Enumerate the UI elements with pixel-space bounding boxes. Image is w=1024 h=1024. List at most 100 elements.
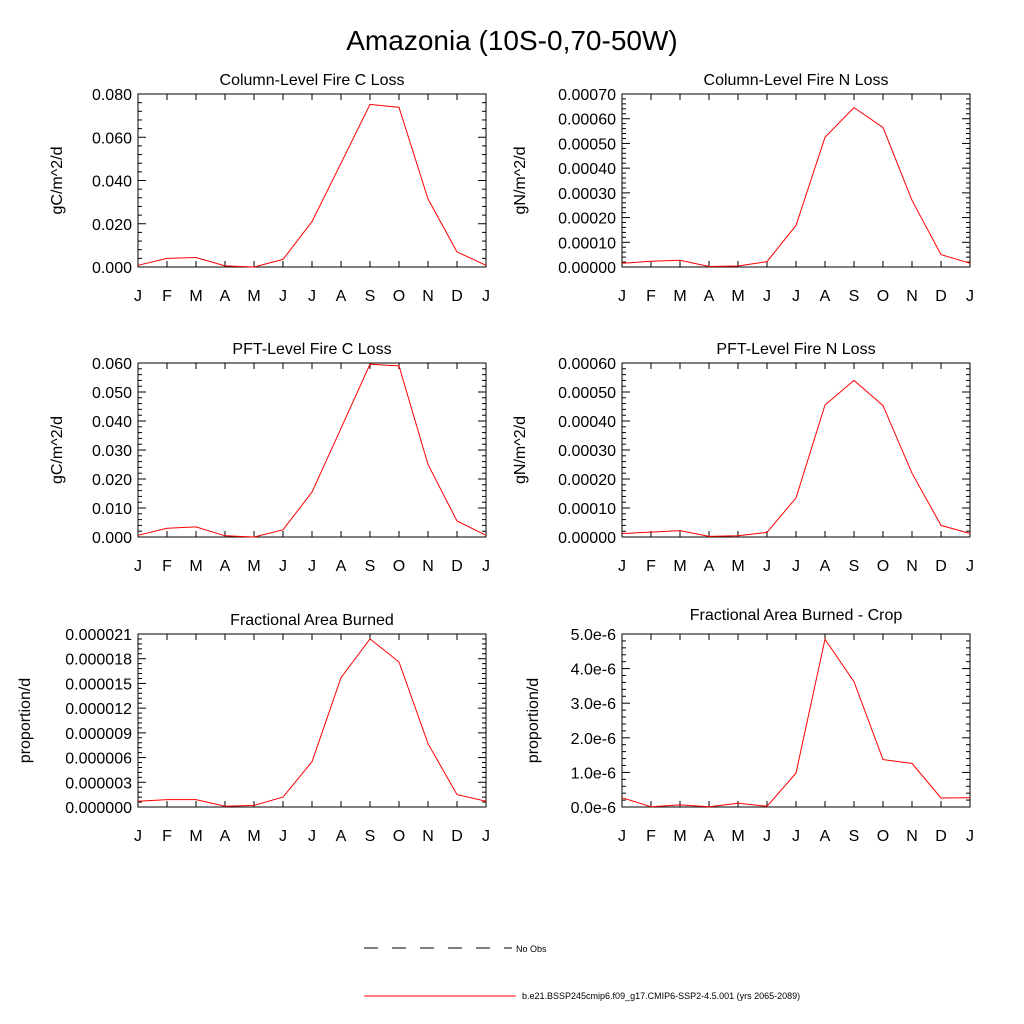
x-tick-label: M bbox=[247, 288, 260, 305]
y-tick-label: 0.00060 bbox=[558, 112, 616, 129]
y-tick-label: 0.00040 bbox=[558, 414, 616, 431]
x-tick-label: A bbox=[220, 828, 231, 845]
x-tick-label: J bbox=[482, 288, 490, 305]
y-tick-label: 0.00020 bbox=[558, 472, 616, 489]
series-line-1 bbox=[621, 379, 971, 537]
y-axis-label: proportion/d bbox=[525, 678, 542, 763]
y-axis-label: gN/m^2/d bbox=[512, 416, 529, 484]
x-tick-label: N bbox=[422, 828, 434, 845]
y-tick-label: 0.040 bbox=[92, 174, 132, 191]
panel-title: Column-Level Fire C Loss bbox=[220, 72, 405, 89]
y-tick-label: 0.00000 bbox=[558, 530, 616, 547]
x-tick-label: F bbox=[162, 558, 172, 575]
x-tick-label: D bbox=[451, 828, 463, 845]
plot-frame bbox=[621, 362, 971, 538]
x-tick-label: F bbox=[162, 288, 172, 305]
x-tick-label: O bbox=[877, 288, 889, 305]
y-tick-label: 0.000012 bbox=[65, 701, 132, 718]
x-tick-label: J bbox=[966, 558, 974, 575]
x-tick-label: S bbox=[365, 288, 376, 305]
plot-frame bbox=[621, 93, 971, 268]
x-tick-label: J bbox=[134, 828, 142, 845]
y-tick-label: 0.020 bbox=[92, 472, 132, 489]
y-tick-label: 0.00070 bbox=[558, 87, 616, 104]
y-axis-label: proportion/d bbox=[17, 678, 34, 763]
x-tick-label: A bbox=[336, 828, 347, 845]
x-tick-label: M bbox=[247, 828, 260, 845]
y-tick-label: 0.060 bbox=[92, 356, 132, 373]
y-axis-label: gN/m^2/d bbox=[512, 147, 529, 215]
x-tick-label: O bbox=[393, 558, 405, 575]
x-tick-label: S bbox=[849, 828, 860, 845]
x-tick-label: J bbox=[482, 828, 490, 845]
x-tick-label: J bbox=[279, 288, 287, 305]
x-tick-label: S bbox=[365, 828, 376, 845]
panel-title: PFT-Level Fire N Loss bbox=[716, 341, 875, 358]
plot-frame bbox=[621, 633, 971, 808]
x-tick-label: N bbox=[422, 558, 434, 575]
y-tick-label: 0.00050 bbox=[558, 136, 616, 153]
legend-model-label: b.e21.BSSP245cmip6.f09_g17.CMIP6-SSP2-4.… bbox=[522, 991, 800, 1001]
x-tick-label: M bbox=[189, 558, 202, 575]
legend: No Obs b.e21.BSSP245cmip6.f09_g17.CMIP6-… bbox=[364, 944, 800, 1001]
series-line-1 bbox=[137, 638, 487, 807]
y-tick-label: 0.0e-6 bbox=[571, 800, 616, 817]
x-tick-label: O bbox=[393, 828, 405, 845]
y-tick-label: 0.030 bbox=[92, 443, 132, 460]
y-tick-label: 3.0e-6 bbox=[571, 696, 616, 713]
x-tick-label: J bbox=[482, 558, 490, 575]
x-tick-label: J bbox=[134, 558, 142, 575]
x-tick-label: A bbox=[336, 288, 347, 305]
y-tick-label: 0.00030 bbox=[558, 186, 616, 203]
y-tick-label: 0.000 bbox=[92, 530, 132, 547]
x-tick-label: A bbox=[220, 288, 231, 305]
x-tick-label: A bbox=[820, 288, 831, 305]
panel-title: Column-Level Fire N Loss bbox=[704, 72, 889, 89]
x-tick-label: N bbox=[906, 558, 918, 575]
x-tick-label: J bbox=[792, 828, 800, 845]
x-tick-label: A bbox=[336, 558, 347, 575]
x-tick-label: J bbox=[279, 558, 287, 575]
x-tick-label: O bbox=[877, 828, 889, 845]
x-tick-label: S bbox=[849, 558, 860, 575]
x-tick-label: M bbox=[189, 288, 202, 305]
y-tick-label: 5.0e-6 bbox=[571, 627, 616, 644]
x-tick-label: J bbox=[966, 828, 974, 845]
x-tick-label: S bbox=[365, 558, 376, 575]
panel-6: Fractional Area Burned - Crop proportion/… bbox=[525, 607, 974, 845]
y-tick-label: 0.010 bbox=[92, 501, 132, 518]
x-tick-label: D bbox=[451, 288, 463, 305]
x-tick-label: J bbox=[792, 288, 800, 305]
x-tick-label: M bbox=[189, 828, 202, 845]
x-tick-label: F bbox=[162, 828, 172, 845]
y-tick-label: 0.00050 bbox=[558, 385, 616, 402]
x-tick-label: J bbox=[279, 828, 287, 845]
y-tick-label: 2.0e-6 bbox=[571, 731, 616, 748]
y-tick-label: 0.000009 bbox=[65, 726, 132, 743]
x-tick-label: D bbox=[935, 288, 947, 305]
y-tick-label: 0.040 bbox=[92, 414, 132, 431]
x-tick-label: J bbox=[618, 558, 626, 575]
y-tick-label: 0.00020 bbox=[558, 211, 616, 228]
x-tick-label: M bbox=[731, 558, 744, 575]
panel-title: PFT-Level Fire C Loss bbox=[232, 341, 391, 358]
panel-title: Fractional Area Burned bbox=[230, 612, 394, 629]
y-tick-label: 0.00010 bbox=[558, 235, 616, 252]
x-tick-label: J bbox=[763, 558, 771, 575]
x-tick-label: N bbox=[906, 828, 918, 845]
x-tick-label: M bbox=[673, 828, 686, 845]
y-tick-label: 0.020 bbox=[92, 217, 132, 234]
x-tick-label: A bbox=[820, 828, 831, 845]
y-tick-label: 0.000015 bbox=[65, 676, 132, 693]
legend-obs-label: No Obs bbox=[516, 944, 547, 954]
series-line-1 bbox=[621, 637, 971, 808]
x-tick-label: D bbox=[451, 558, 463, 575]
y-tick-label: 0.000006 bbox=[65, 751, 132, 768]
figure-title: Amazonia (10S-0,70-50W) bbox=[346, 25, 677, 56]
x-tick-label: J bbox=[792, 558, 800, 575]
